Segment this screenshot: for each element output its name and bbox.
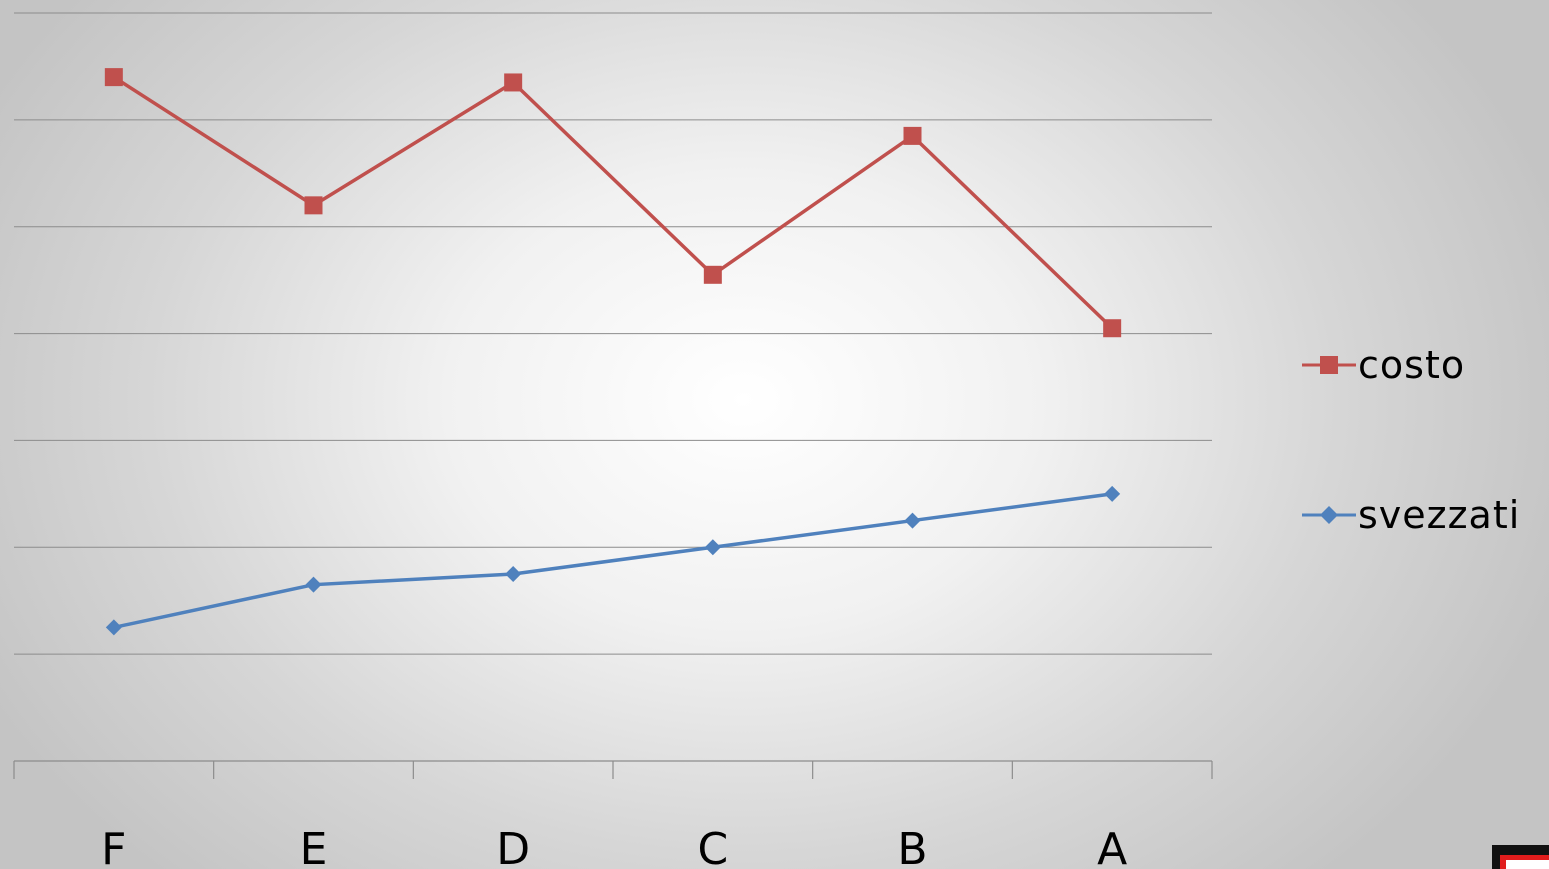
x-axis [13, 760, 1213, 779]
legend-label-svezzati: svezzati [1358, 493, 1521, 537]
legend-item-svezzati: svezzati [1300, 490, 1520, 540]
data-point-costo [304, 196, 323, 215]
data-point-costo [104, 68, 123, 87]
data-point-svezzati [105, 619, 122, 636]
x-tick-label: B [897, 824, 927, 869]
data-point-costo [1103, 319, 1122, 338]
legend-marker-square-icon [1302, 356, 1356, 374]
data-point-costo [903, 126, 922, 145]
data-point-costo [703, 265, 722, 284]
x-tick-label: F [101, 824, 126, 869]
legend-marker-diamond-icon [1302, 506, 1356, 524]
x-tick-label: D [496, 824, 530, 869]
legend-item-costo: costo [1300, 340, 1465, 390]
corner-logo-red-frame [1500, 855, 1549, 869]
series-line-costo [112, 75, 1114, 330]
x-tick-label: A [1097, 824, 1127, 869]
data-point-svezzati [1104, 485, 1121, 502]
series-lines [112, 75, 1114, 630]
data-point-svezzati [505, 566, 522, 582]
data-point-svezzati [904, 512, 921, 529]
series-line-svezzati [113, 492, 1113, 630]
data-point-svezzati [305, 576, 322, 593]
gridlines [14, 12, 1212, 655]
x-tick-label: C [697, 824, 728, 869]
legend-label-costo: costo [1358, 343, 1466, 387]
x-tick-label: E [300, 824, 328, 869]
data-point-costo [504, 73, 523, 92]
series-markers [104, 68, 1122, 636]
corner-logo-icon [1492, 845, 1549, 869]
data-point-svezzati [704, 539, 721, 556]
